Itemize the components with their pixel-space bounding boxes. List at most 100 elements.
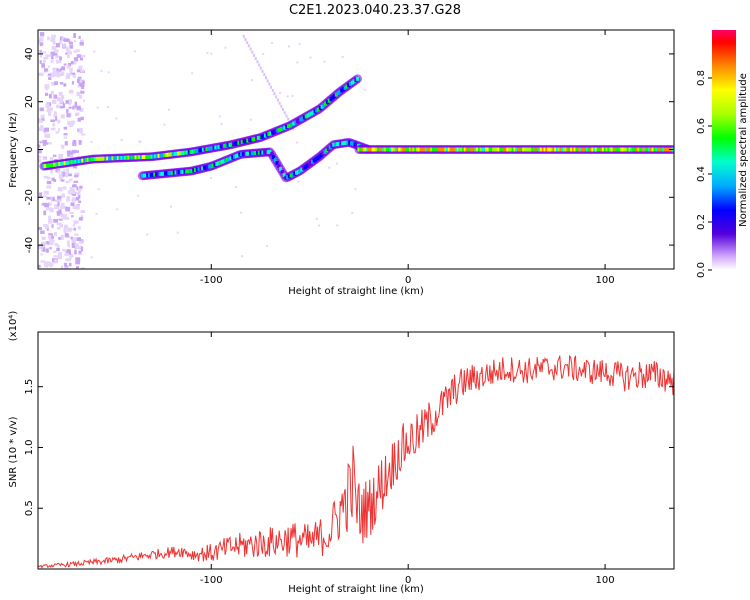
heat-cell bbox=[167, 171, 171, 176]
heat-cell bbox=[465, 147, 469, 152]
heat-cell bbox=[76, 220, 79, 224]
heat-cell bbox=[249, 47, 252, 51]
heat-cell bbox=[63, 83, 67, 87]
heat-cell bbox=[90, 157, 94, 162]
heat-cell bbox=[299, 117, 303, 122]
heat-cell bbox=[74, 243, 77, 246]
heat-cell bbox=[131, 155, 135, 160]
heat-cell bbox=[515, 147, 519, 152]
heat-cell bbox=[247, 44, 250, 48]
heat-cell bbox=[616, 147, 620, 152]
heat-cell bbox=[504, 147, 508, 152]
heat-cell bbox=[254, 57, 257, 61]
heat-cell bbox=[73, 227, 76, 231]
heat-cell bbox=[71, 238, 76, 241]
heat-cell bbox=[284, 175, 288, 180]
heat-cell bbox=[220, 159, 224, 164]
heat-cell bbox=[58, 69, 62, 72]
heat-cell bbox=[46, 261, 51, 266]
heat-cell bbox=[349, 141, 353, 146]
heat-cell bbox=[95, 212, 98, 215]
heat-cell bbox=[56, 59, 59, 64]
heat-cell bbox=[201, 147, 205, 152]
heat-cell bbox=[502, 147, 506, 152]
x-tick-label: -100 bbox=[200, 275, 223, 286]
heat-cell bbox=[54, 162, 58, 167]
heat-cell bbox=[68, 100, 71, 106]
heat-cell bbox=[67, 51, 72, 55]
heat-cell bbox=[46, 108, 52, 113]
heat-cell bbox=[552, 147, 556, 152]
heat-cell bbox=[497, 147, 501, 152]
heat-cell bbox=[216, 145, 220, 150]
y-tick-label: 0.5 bbox=[24, 500, 35, 516]
heat-cell bbox=[69, 227, 73, 231]
heat-cell bbox=[207, 146, 211, 151]
heat-cell bbox=[182, 150, 186, 155]
heat-cell bbox=[83, 158, 87, 163]
heat-cell bbox=[211, 163, 215, 168]
heat-cell bbox=[225, 157, 229, 162]
heat-cell bbox=[399, 147, 403, 152]
heat-cell bbox=[57, 119, 61, 124]
heat-cell bbox=[49, 207, 54, 213]
heat-cell bbox=[543, 147, 547, 152]
heat-cell bbox=[51, 162, 55, 167]
heat-cell bbox=[46, 185, 52, 189]
heat-cell bbox=[146, 173, 150, 178]
heat-cell bbox=[67, 153, 73, 157]
heat-cell bbox=[113, 156, 117, 161]
heat-cell bbox=[586, 147, 590, 152]
heat-cell bbox=[352, 79, 356, 84]
heat-cell bbox=[57, 199, 62, 202]
heat-cell bbox=[63, 262, 67, 266]
heat-cell bbox=[598, 147, 602, 152]
heat-cell bbox=[628, 147, 632, 152]
heat-cell bbox=[354, 188, 357, 191]
heat-cell bbox=[38, 119, 43, 123]
heat-cell bbox=[142, 173, 146, 178]
heat-cell bbox=[414, 147, 418, 152]
heat-cell bbox=[545, 147, 549, 152]
heat-cell bbox=[437, 147, 441, 152]
heat-cell bbox=[474, 147, 478, 152]
heat-cell bbox=[104, 156, 108, 161]
heat-cell bbox=[72, 141, 75, 146]
heat-cell bbox=[246, 41, 249, 45]
heat-cell bbox=[44, 133, 49, 138]
heat-cell bbox=[70, 236, 73, 240]
heat-cell bbox=[651, 147, 655, 152]
heat-cell bbox=[45, 248, 49, 253]
heat-cell bbox=[43, 210, 47, 216]
heat-cell bbox=[578, 147, 582, 152]
heat-cell bbox=[45, 241, 50, 245]
heat-cell bbox=[137, 194, 140, 197]
heat-cell bbox=[62, 103, 66, 109]
heat-cell bbox=[44, 68, 49, 72]
heat-cell bbox=[646, 147, 650, 152]
heat-cell bbox=[199, 166, 203, 171]
heat-cell bbox=[44, 84, 50, 89]
heat-cell bbox=[47, 107, 51, 111]
heat-cell bbox=[55, 116, 58, 121]
heat-cell bbox=[290, 122, 294, 127]
heat-cell bbox=[76, 91, 81, 97]
heat-cell bbox=[60, 265, 64, 269]
heat-cell bbox=[86, 157, 90, 162]
heat-cell bbox=[57, 187, 63, 192]
heat-cell bbox=[50, 37, 56, 43]
heat-cell bbox=[163, 123, 166, 126]
heat-cell bbox=[185, 150, 189, 155]
heat-cell bbox=[68, 89, 74, 94]
heat-cell bbox=[394, 147, 398, 152]
heat-cell bbox=[525, 147, 529, 152]
heat-cell bbox=[423, 147, 427, 152]
colorbar-tick-label: 0.4 bbox=[696, 166, 707, 182]
heat-cell bbox=[59, 105, 64, 109]
heat-cell bbox=[47, 202, 52, 206]
heat-cell bbox=[566, 147, 570, 152]
heat-cell bbox=[150, 154, 154, 159]
heat-cell bbox=[67, 173, 73, 177]
heat-cell bbox=[279, 127, 283, 132]
